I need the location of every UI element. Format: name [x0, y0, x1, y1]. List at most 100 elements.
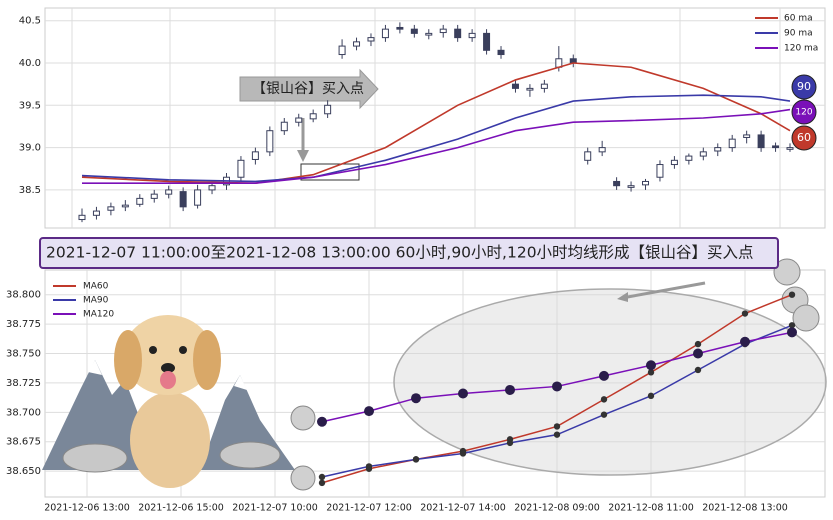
candle-body	[786, 147, 794, 150]
candle-body	[266, 130, 274, 153]
point	[318, 473, 326, 481]
x-tick-label: 2021-12-08 11:00	[608, 503, 694, 514]
y-tick-label: 38.650	[6, 466, 41, 477]
decoration	[39, 68, 827, 491]
candle-body	[627, 185, 635, 188]
candle-body	[194, 189, 202, 206]
end-badge-label: 120	[795, 108, 812, 118]
candle-body	[324, 104, 332, 115]
silver-ingot	[290, 465, 316, 491]
candle-body	[208, 185, 216, 191]
annotation-box	[300, 163, 360, 181]
point	[317, 416, 327, 427]
legend-label: 60 ma	[784, 14, 813, 24]
ma-line	[82, 108, 791, 184]
point	[694, 340, 702, 348]
y-tick-label: 38.5	[19, 185, 41, 196]
point	[647, 369, 655, 376]
point	[364, 406, 374, 417]
annotation: 【银山谷】买入点	[252, 81, 364, 97]
mountain-snow	[234, 375, 247, 390]
candle-body	[468, 32, 476, 39]
banner-box	[39, 237, 779, 269]
point	[646, 360, 656, 371]
end-badge	[791, 99, 817, 125]
candle-body	[497, 49, 505, 56]
point	[600, 411, 608, 418]
candle-body	[598, 147, 606, 153]
candle-body	[714, 147, 722, 152]
banner: 2021-12-07 11:00:00至2021-12-08 13:00:00 …	[46, 244, 754, 262]
candle-body	[670, 159, 678, 166]
point	[599, 370, 609, 381]
x-tick-label: 2021-12-07 10:00	[232, 503, 318, 514]
legend-label: 90 ma	[784, 29, 813, 39]
candle-body	[121, 204, 129, 208]
legend-label: MA90	[83, 296, 109, 306]
y-tick-label: 38.800	[6, 290, 41, 301]
candle-body	[353, 41, 361, 47]
legend-label: MA60	[83, 282, 109, 292]
point	[600, 396, 608, 403]
y-tick-label: 40.5	[19, 16, 41, 27]
point	[787, 327, 797, 338]
candle-body	[251, 151, 259, 160]
end-badge-label: 90	[797, 80, 811, 93]
candle-body	[439, 28, 447, 34]
candle-body	[150, 193, 158, 199]
ma-line	[81, 94, 791, 183]
candle-body	[179, 191, 187, 208]
point	[740, 336, 750, 347]
candle-body	[280, 121, 288, 132]
x-tick-label: 2021-12-06 13:00	[44, 503, 130, 514]
point	[458, 388, 468, 399]
annotation-arrow	[239, 68, 379, 110]
dog-body	[130, 392, 210, 488]
candle-body	[410, 28, 418, 34]
silver-ingot	[290, 405, 316, 431]
pointer-arrow	[621, 281, 706, 300]
point	[647, 392, 655, 400]
point	[412, 456, 420, 463]
dog-eye	[149, 346, 157, 354]
x-tick-label: 2021-12-08 13:00	[702, 503, 788, 514]
candle-body	[381, 28, 389, 39]
candle-body	[656, 164, 664, 178]
y-tick-label: 38.675	[6, 437, 41, 448]
end-badge-label: 60	[797, 131, 811, 144]
y-tick-label: 38.700	[6, 407, 41, 418]
dog-nose	[161, 363, 175, 373]
point	[694, 366, 702, 374]
point	[553, 423, 561, 430]
dog-tongue	[160, 371, 176, 389]
x-tick-label: 2021-12-06 15:00	[138, 503, 224, 514]
legend-label: 120 ma	[784, 44, 818, 54]
highlight-ellipse	[393, 288, 827, 476]
candle-body	[165, 189, 173, 195]
dog-head	[123, 315, 213, 395]
point	[788, 291, 796, 298]
y-tick-label: 38.725	[6, 378, 41, 389]
mountain-snow	[88, 360, 102, 375]
dog-ear	[114, 330, 142, 390]
candle-body	[295, 117, 303, 123]
y-tick-label: 39.0	[19, 143, 41, 154]
pointer-arrow-head	[617, 292, 628, 302]
y-tick-label: 40.0	[19, 58, 41, 69]
candle-body	[699, 151, 707, 157]
candle-body	[757, 134, 765, 149]
x-tick-label: 2021-12-08 09:00	[514, 503, 600, 514]
annotation-pointer-head	[297, 150, 309, 162]
legend-label: MA120	[83, 310, 114, 320]
dog-ear	[193, 330, 221, 390]
candle-body	[136, 197, 144, 205]
y-tick-label: 38.775	[6, 319, 41, 330]
candle-body	[483, 32, 491, 51]
candle-body	[309, 113, 317, 120]
dog-eye	[179, 346, 187, 354]
candle-body	[642, 180, 650, 186]
candle-body	[772, 145, 780, 149]
point	[318, 479, 326, 487]
candle-body	[540, 83, 548, 89]
